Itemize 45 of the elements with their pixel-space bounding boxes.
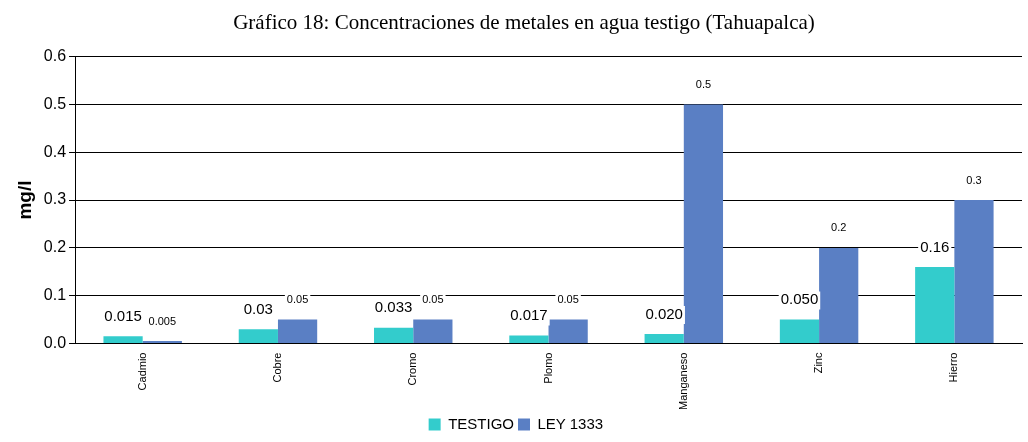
bar: [374, 327, 414, 344]
y-tick-label: 0.4: [43, 142, 67, 160]
data-label: 0.16: [920, 237, 950, 255]
data-label: 0.2: [831, 221, 847, 234]
data-label: 0.033: [374, 298, 413, 316]
bar: [509, 335, 549, 344]
bar: [779, 319, 820, 344]
y-tick-label: 0.2: [43, 238, 67, 256]
bar: [238, 329, 278, 344]
bar: [954, 200, 994, 344]
data-label: 0.05: [422, 293, 444, 306]
data-label: 0.3: [966, 173, 982, 186]
data-label: 0.015: [104, 306, 142, 324]
data-label: 0.050: [780, 290, 819, 308]
data-label: 0.005: [148, 314, 177, 327]
data-label: 0.05: [286, 293, 309, 306]
data-label: 0.5: [695, 77, 712, 90]
x-tick-label: Manganeso: [676, 352, 689, 411]
bar: [103, 336, 143, 344]
data-label: 0.020: [645, 304, 683, 322]
x-tick-label: Cobre: [270, 352, 283, 383]
y-axis-title: mg/l: [13, 180, 35, 220]
y-tick-label: 0.1: [43, 286, 67, 304]
data-label: 0.03: [243, 299, 273, 317]
data-label: 0.017: [510, 306, 548, 324]
x-tick-label: Cadmio: [135, 352, 148, 391]
legend-label: LEY 1333: [537, 414, 604, 432]
y-tick-label: 0.5: [43, 94, 67, 112]
y-tick-label: 0.3: [43, 190, 67, 208]
bar: [644, 333, 684, 344]
bar: [915, 267, 955, 344]
bar: [819, 247, 859, 344]
x-tick-label: Cromo: [406, 352, 419, 386]
bar: [277, 319, 318, 344]
bar: [683, 104, 724, 344]
bar: [413, 319, 453, 344]
x-tick-label: Hierro: [947, 352, 960, 383]
bar: [548, 319, 588, 344]
legend-label: TESTIGO: [448, 414, 514, 432]
y-tick-label: 0.0: [43, 333, 67, 351]
chart-title: Gráfico 18: Concentraciones de metales en agua testigo (Tahuapalca): [232, 9, 816, 36]
x-tick-label: Plomo: [541, 352, 554, 384]
y-tick-label: 0.6: [43, 47, 67, 65]
x-tick-label: Zinc: [812, 352, 825, 374]
data-label: 0.05: [557, 293, 579, 306]
